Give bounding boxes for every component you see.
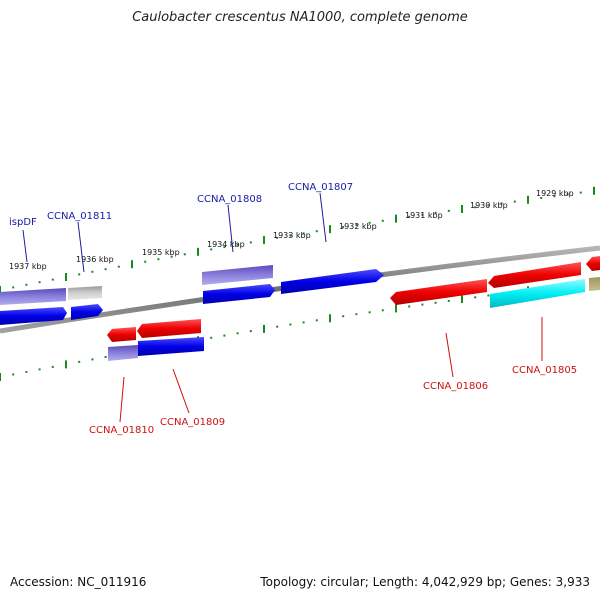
- gene-label-ispDF[interactable]: ispDF: [9, 217, 37, 228]
- gene-CCNA_01808[interactable]: [203, 284, 275, 304]
- gene-CCNA_01811-gray[interactable]: [68, 286, 102, 300]
- gene-label-CCNA_01805[interactable]: CCNA_01805: [512, 365, 577, 376]
- gene-label-CCNA_01809[interactable]: CCNA_01809: [160, 417, 225, 428]
- leader-CCNA_01808: [227, 204, 234, 253]
- gene-label-CCNA_01808[interactable]: CCNA_01808: [197, 194, 262, 205]
- scale-label-1936: 1936 kbp: [76, 255, 114, 264]
- gene-CCNA_01805-red[interactable]: [488, 262, 581, 288]
- gene-CCNA_01805-cyan[interactable]: [490, 279, 585, 308]
- gene-CCNA_01808-light[interactable]: [202, 265, 273, 285]
- scale-label-1935: 1935 kbp: [142, 248, 180, 257]
- gene-CCNA_01811[interactable]: [71, 304, 103, 320]
- leader-CCNA_01807: [319, 192, 327, 243]
- accession-text: Accession: NC_011916: [10, 575, 147, 589]
- gene-ispDF-light[interactable]: [0, 288, 66, 305]
- leader-CCNA_01811: [77, 221, 85, 273]
- gene-edge-olive[interactable]: [589, 277, 600, 291]
- leader-ispDF: [22, 229, 28, 263]
- gene-ispDF[interactable]: [0, 307, 67, 325]
- top-scale-ticks: [0, 186, 595, 294]
- scale-label-1934: 1934 kbp: [207, 240, 245, 249]
- gene-CCNA_01809-blue[interactable]: [138, 337, 204, 356]
- gene-CCNA_01810-light[interactable]: [108, 345, 138, 361]
- leader-CCNA_01810: [119, 376, 125, 423]
- gene-label-CCNA_01807[interactable]: CCNA_01807: [288, 182, 353, 193]
- scale-label-1933: 1933 kbp: [273, 231, 311, 240]
- scale-label-1930: 1930 kbp: [470, 201, 508, 210]
- gene-CCNA_01810[interactable]: [107, 327, 136, 342]
- gene-label-CCNA_01810[interactable]: CCNA_01810: [89, 425, 154, 436]
- gene-CCNA_01807[interactable]: [281, 269, 384, 294]
- gene-edge-red[interactable]: [586, 256, 600, 271]
- leader-CCNA_01809: [172, 368, 190, 414]
- gene-label-CCNA_01811[interactable]: CCNA_01811: [47, 211, 112, 222]
- gene-label-CCNA_01806[interactable]: CCNA_01806: [423, 381, 488, 392]
- scale-label-1931: 1931 kbp: [405, 211, 443, 220]
- leader-CCNA_01806: [445, 332, 454, 378]
- topology-text: Topology: circular; Length: 4,042,929 bp…: [260, 575, 590, 589]
- scale-label-1929: 1929 kbp: [536, 189, 574, 198]
- scale-label-1937: 1937 kbp: [9, 262, 47, 271]
- gene-CCNA_01809[interactable]: [137, 319, 201, 338]
- scale-label-1932: 1932 kbp: [339, 222, 377, 231]
- map-title: Caulobacter crescentus NA1000, complete …: [132, 10, 468, 25]
- gene-CCNA_01806[interactable]: [390, 279, 487, 305]
